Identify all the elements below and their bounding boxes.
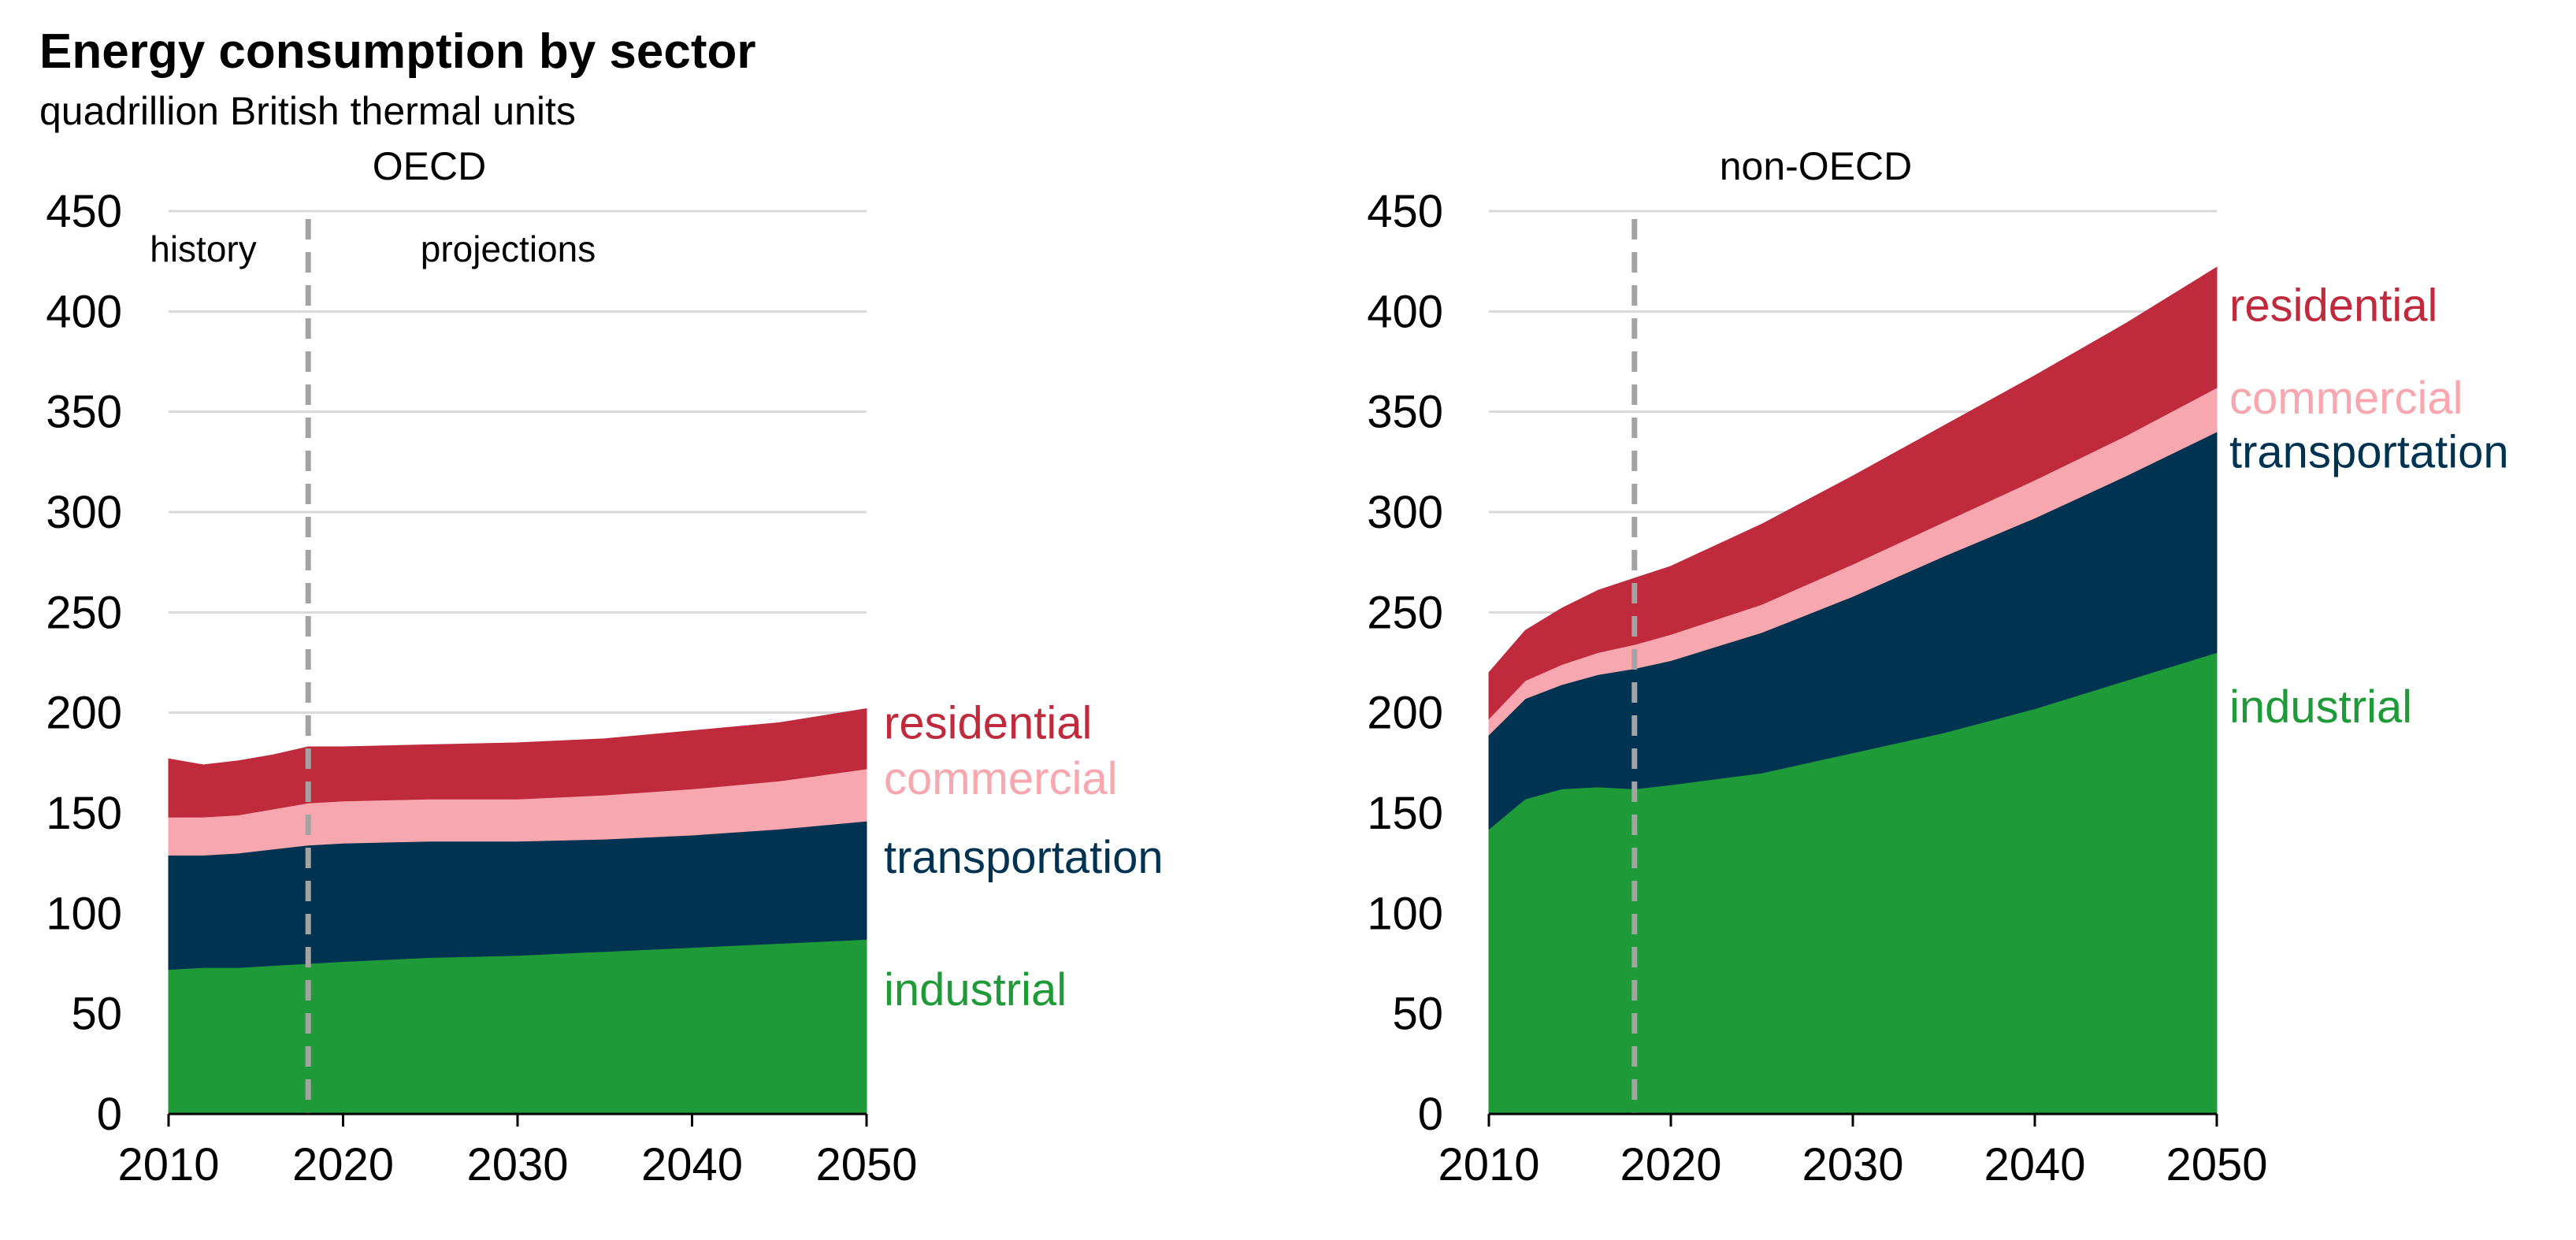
y-tick-label: 100 <box>1367 888 1443 939</box>
chart-subtitle: quadrillion British thermal units <box>39 89 576 133</box>
x-tick-label: 2020 <box>1620 1139 1721 1190</box>
history-label: history <box>150 228 256 269</box>
series-label-residential: residential <box>2229 280 2437 332</box>
series-label-transportation: transportation <box>2229 427 2509 478</box>
y-tick-label: 150 <box>46 788 122 839</box>
y-tick-label: 450 <box>1367 186 1443 237</box>
x-tick-label: 2040 <box>641 1139 743 1190</box>
y-tick-label: 250 <box>1367 587 1443 638</box>
panel-title: OECD <box>373 144 486 188</box>
x-tick-label: 2050 <box>2166 1139 2267 1190</box>
y-tick-label: 100 <box>46 888 122 939</box>
x-tick-label: 2030 <box>1802 1139 1903 1190</box>
y-tick-label: 300 <box>46 487 122 538</box>
series-label-commercial: commercial <box>2229 373 2463 424</box>
y-tick-label: 350 <box>1367 387 1443 438</box>
y-tick-label: 0 <box>1418 1089 1443 1140</box>
panel-non-oecd: 0 50 100 150 200 250 300 350 400 450 2010 2020 2030 2… <box>1367 144 2508 1190</box>
panel-title: non-OECD <box>1720 144 1913 188</box>
x-tick-label: 2010 <box>1438 1139 1539 1190</box>
x-tick-label: 2030 <box>466 1139 568 1190</box>
chart-title: Energy consumption by sector <box>39 24 756 79</box>
area-residential-non-oecd <box>1488 266 2218 720</box>
series-label-transportation: transportation <box>884 832 1164 883</box>
x-tick-label: 2010 <box>117 1139 219 1190</box>
x-tick-label: 2020 <box>292 1139 394 1190</box>
y-tick-label: 50 <box>71 989 122 1040</box>
y-tick-label: 0 <box>97 1089 122 1140</box>
y-tick-label: 50 <box>1392 989 1443 1040</box>
series-label-industrial: industrial <box>2229 681 2412 733</box>
series-label-commercial: commercial <box>884 753 1118 804</box>
area-residential-oecd <box>168 708 867 818</box>
y-tick-label: 450 <box>46 186 122 237</box>
y-tick-label: 250 <box>46 587 122 638</box>
panel-oecd: 0 50 100 150 200 250 300 350 400 450 2010 2020 2030 2… <box>46 144 1163 1190</box>
y-tick-label: 400 <box>46 286 122 337</box>
y-tick-label: 200 <box>46 688 122 739</box>
y-tick-label: 350 <box>46 387 122 438</box>
y-tick-label: 400 <box>1367 286 1443 337</box>
series-label-industrial: industrial <box>884 964 1067 1015</box>
series-label-residential: residential <box>884 697 1092 748</box>
y-tick-label: 300 <box>1367 487 1443 538</box>
x-tick-label: 2050 <box>815 1139 917 1190</box>
projections-label: projections <box>421 228 596 269</box>
x-tick-label: 2040 <box>1984 1139 2085 1190</box>
y-tick-label: 150 <box>1367 788 1443 839</box>
y-tick-label: 200 <box>1367 688 1443 739</box>
